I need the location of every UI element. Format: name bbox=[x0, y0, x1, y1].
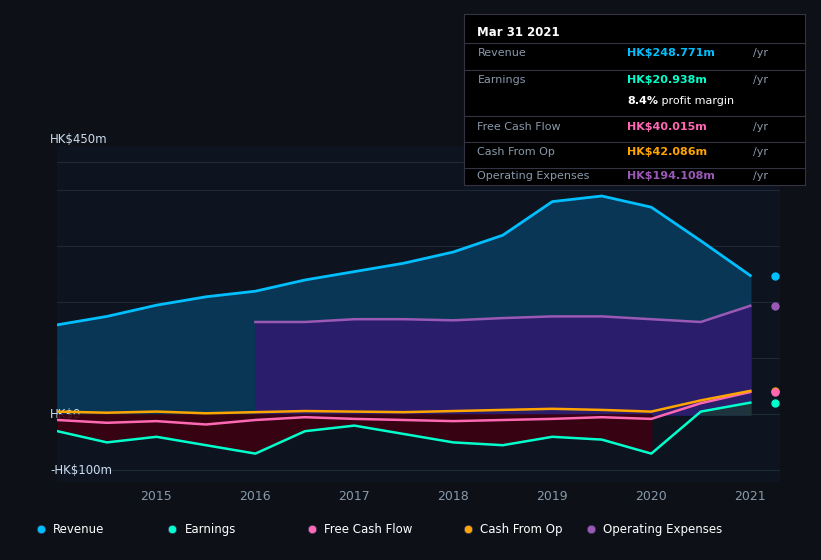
Text: /yr: /yr bbox=[754, 171, 768, 181]
Text: HK$0: HK$0 bbox=[50, 408, 81, 421]
Text: Revenue: Revenue bbox=[478, 48, 526, 58]
Text: -HK$100m: -HK$100m bbox=[50, 464, 112, 477]
Text: Earnings: Earnings bbox=[185, 522, 236, 536]
Text: Free Cash Flow: Free Cash Flow bbox=[324, 522, 413, 536]
Text: HK$450m: HK$450m bbox=[50, 133, 108, 146]
Text: Mar 31 2021: Mar 31 2021 bbox=[478, 26, 560, 39]
Text: Cash From Op: Cash From Op bbox=[478, 147, 555, 157]
Text: 8.4%: 8.4% bbox=[627, 96, 658, 106]
Text: Cash From Op: Cash From Op bbox=[480, 522, 562, 536]
Text: HK$20.938m: HK$20.938m bbox=[627, 76, 707, 86]
Text: /yr: /yr bbox=[754, 122, 768, 132]
Text: HK$42.086m: HK$42.086m bbox=[627, 147, 708, 157]
Text: profit margin: profit margin bbox=[658, 96, 734, 106]
Text: Earnings: Earnings bbox=[478, 76, 526, 86]
Text: Free Cash Flow: Free Cash Flow bbox=[478, 122, 561, 132]
Text: HK$194.108m: HK$194.108m bbox=[627, 171, 715, 181]
Text: Operating Expenses: Operating Expenses bbox=[603, 522, 722, 536]
Text: Operating Expenses: Operating Expenses bbox=[478, 171, 589, 181]
Text: /yr: /yr bbox=[754, 147, 768, 157]
Text: /yr: /yr bbox=[754, 48, 768, 58]
Text: HK$40.015m: HK$40.015m bbox=[627, 122, 707, 132]
Text: Revenue: Revenue bbox=[53, 522, 105, 536]
Text: /yr: /yr bbox=[754, 76, 768, 86]
Text: HK$248.771m: HK$248.771m bbox=[627, 48, 715, 58]
